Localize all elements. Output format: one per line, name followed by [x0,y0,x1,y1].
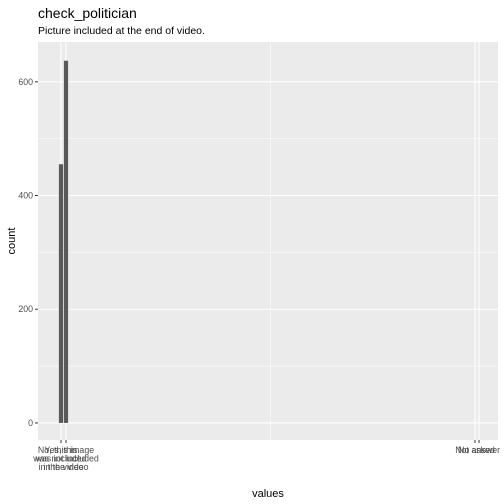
bar [58,164,64,423]
y-tick-label: 0 [28,418,33,428]
y-axis-ticks: 0 200 400 600 [18,77,38,428]
x-tick-label: Not asked [455,445,495,455]
x-axis-label: values [252,488,284,500]
bars [58,60,69,423]
minor-gridlines [38,42,498,440]
y-axis-label: count [6,228,18,255]
chart-subtitle: Picture included at the end of video. [38,25,205,37]
x-tick-label: No, this image was not included in the vid… [32,445,99,472]
x-tick-label: No answer [458,445,500,455]
y-tick-label: 600 [18,77,33,87]
y-tick-label: 400 [18,191,33,201]
plot-panel [38,42,498,440]
x-tick-label: Yes, this was included in the video [35,445,87,472]
bar [63,60,69,423]
y-tick-label: 200 [18,304,33,314]
chart-title: check_politician [38,5,137,21]
